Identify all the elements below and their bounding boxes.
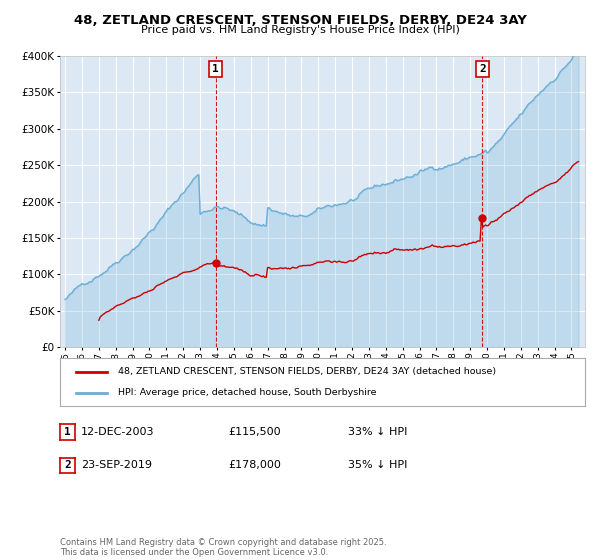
Text: HPI: Average price, detached house, South Derbyshire: HPI: Average price, detached house, Sout… (118, 388, 376, 397)
Text: 35% ↓ HPI: 35% ↓ HPI (348, 460, 407, 470)
Text: 2: 2 (64, 460, 71, 470)
Text: 1: 1 (64, 427, 71, 437)
Text: Price paid vs. HM Land Registry's House Price Index (HPI): Price paid vs. HM Land Registry's House … (140, 25, 460, 35)
Text: Contains HM Land Registry data © Crown copyright and database right 2025.
This d: Contains HM Land Registry data © Crown c… (60, 538, 386, 557)
Text: 48, ZETLAND CRESCENT, STENSON FIELDS, DERBY, DE24 3AY (detached house): 48, ZETLAND CRESCENT, STENSON FIELDS, DE… (118, 367, 496, 376)
Text: 12-DEC-2003: 12-DEC-2003 (81, 427, 155, 437)
Text: £178,000: £178,000 (228, 460, 281, 470)
Text: 2: 2 (479, 64, 486, 74)
Text: 33% ↓ HPI: 33% ↓ HPI (348, 427, 407, 437)
Text: £115,500: £115,500 (228, 427, 281, 437)
Text: 48, ZETLAND CRESCENT, STENSON FIELDS, DERBY, DE24 3AY: 48, ZETLAND CRESCENT, STENSON FIELDS, DE… (74, 14, 526, 27)
Text: 1: 1 (212, 64, 219, 74)
Text: 23-SEP-2019: 23-SEP-2019 (81, 460, 152, 470)
